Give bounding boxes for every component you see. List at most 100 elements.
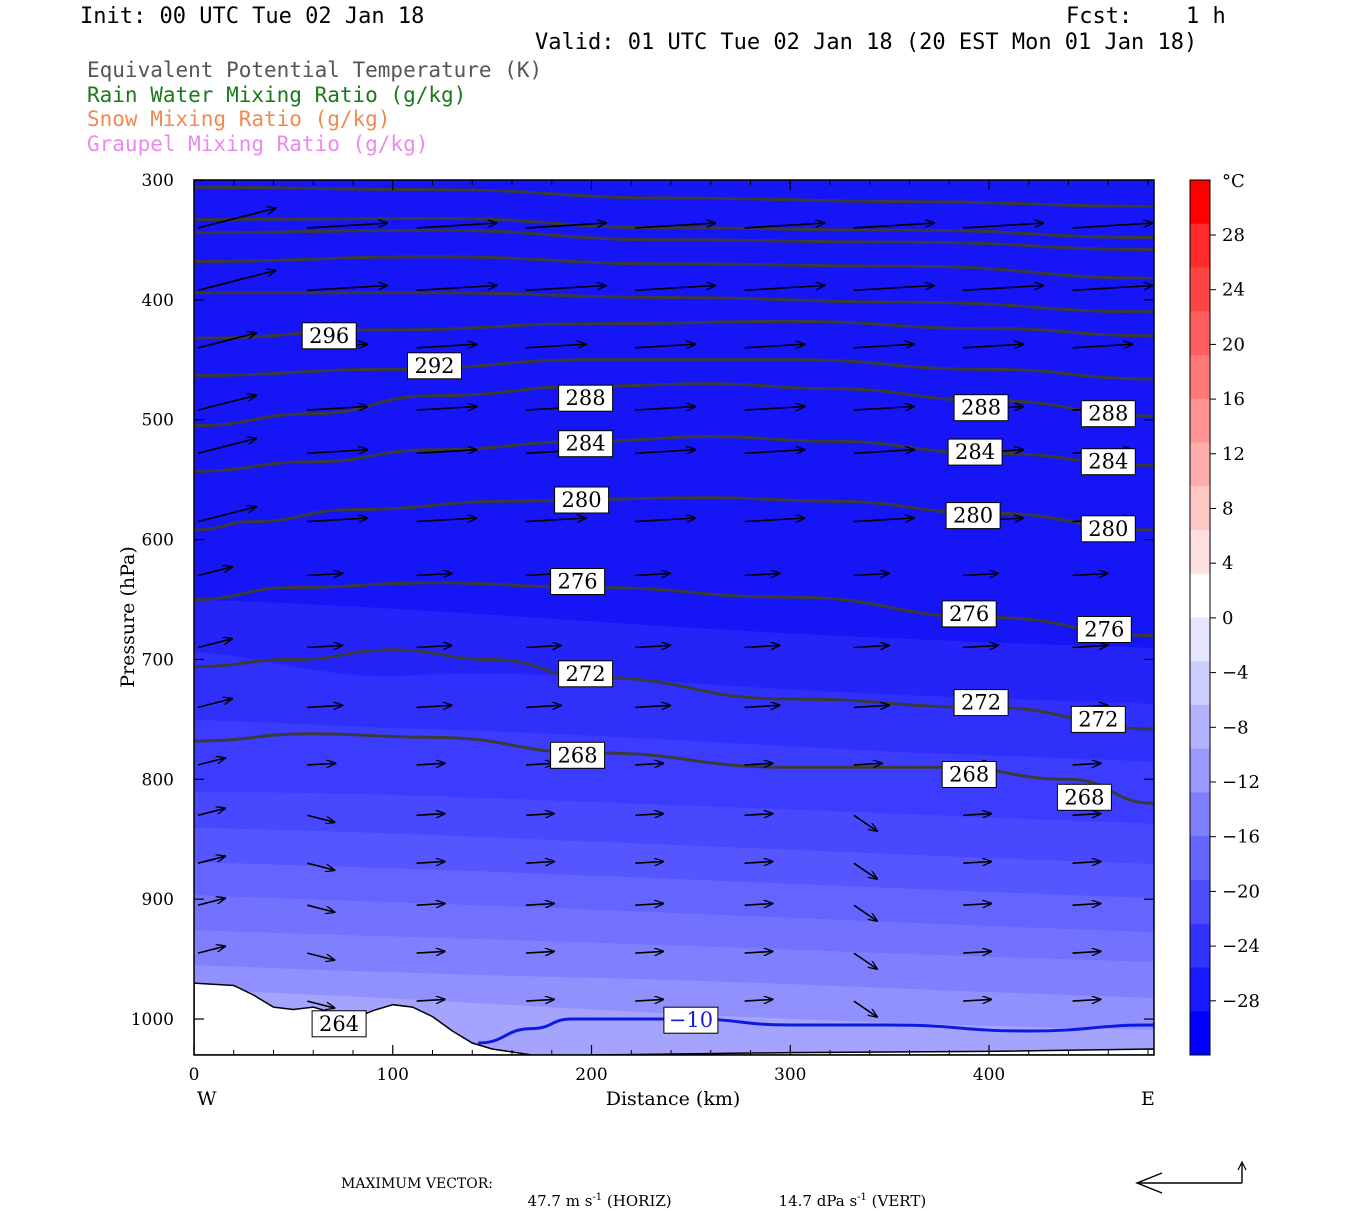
wind-vector: [635, 407, 695, 411]
contour-label: 276: [949, 602, 989, 626]
y-axis-label: Pressure (hPa): [117, 546, 139, 688]
contour-label-box: [1076, 616, 1132, 643]
forecast-hour: 1 h: [1186, 4, 1226, 29]
wind-vector: [307, 814, 334, 822]
wind-vector: [307, 407, 367, 411]
wind-vector: [635, 951, 663, 953]
wind-vector: [635, 450, 695, 454]
colorbar-label: −16: [1222, 827, 1260, 848]
colorbar-label: 8: [1222, 499, 1233, 520]
y-tick-label: 500: [142, 411, 174, 431]
colorbar-swatch: [1190, 836, 1210, 881]
wind-vector: [1072, 344, 1133, 348]
wind-vector: [307, 904, 334, 912]
east-label: E: [1141, 1088, 1155, 1110]
colorbar-label: 0: [1222, 608, 1233, 629]
wind-vector: [525, 904, 554, 906]
theta-e-contour: [194, 291, 1154, 314]
wind-vector: [307, 1000, 334, 1008]
wind-vector: [744, 814, 773, 816]
wind-vector: [744, 450, 805, 454]
wind-vector: [853, 573, 889, 575]
wind-vector: [1072, 999, 1101, 1001]
contour-label: 276: [558, 570, 598, 594]
reference-vector: [1135, 1160, 1247, 1194]
contour-labels: 296 292 288 288 288 284 284 284 280 280 280 276 276 2…: [301, 322, 1136, 1038]
wind-vector: [525, 862, 554, 864]
contour-label-box: [953, 394, 1009, 422]
wind-vector: [197, 507, 256, 523]
colorbar-label: 16: [1222, 389, 1245, 410]
wind-vector: [1072, 862, 1101, 864]
wind-vector: [853, 344, 914, 348]
wind-vector: [416, 763, 445, 765]
x-axis-label: Distance (km): [606, 1088, 741, 1110]
west-label: W: [197, 1088, 217, 1110]
contour-label: 280: [1088, 517, 1128, 541]
wind-vector: [525, 999, 554, 1001]
colorbar-swatch: [1190, 267, 1210, 312]
contour-label: 272: [961, 691, 1001, 715]
contour-label-box: [407, 352, 462, 380]
contour-label-box: [550, 741, 606, 769]
wind-vector: [307, 645, 342, 647]
wind-vector: [635, 645, 670, 647]
wind-vector: [1072, 904, 1101, 906]
contour-label: 276: [1084, 618, 1124, 642]
x-tick-label: 100: [377, 1065, 409, 1085]
wind-vector: [635, 814, 663, 816]
legend-line: Graupel Mixing Ratio (g/kg): [87, 131, 429, 156]
colorbar-swatch: [1190, 530, 1210, 575]
x-tick-label: 300: [774, 1065, 806, 1085]
wind-vector: [525, 645, 561, 647]
contour-label-box: [945, 502, 1001, 530]
y-tick-label: 600: [142, 531, 174, 551]
valid-time: Valid: 01 UTC Tue 02 Jan 18 (20 EST Mon …: [535, 30, 1198, 55]
max-vector-label: MAXIMUM VECTOR:: [341, 1176, 493, 1192]
contour-label-box: [550, 568, 606, 595]
wind-vector: [525, 223, 606, 229]
temperature-colorbar: 28 24 20 16 12 8 4 0 −4 −8 −12 −16 −20 −24 −28: [1189, 179, 1260, 1056]
y-axis: 300 400 500 600 700 800 900 1000: [131, 171, 1154, 1030]
wind-vector: [197, 208, 276, 229]
wind-vector: [525, 814, 554, 816]
wind-vector: [307, 518, 367, 522]
isotherm-label-box: [663, 1006, 719, 1034]
wind-vector: [1072, 814, 1101, 816]
contour-label-box: [558, 384, 614, 412]
wind-vector: [197, 808, 225, 817]
x-tick-label: 0: [189, 1065, 200, 1085]
isotherm-label: −10: [669, 1008, 713, 1032]
wind-vector: [963, 344, 1023, 348]
wind-vector: [525, 286, 606, 292]
x-tick-label: 400: [973, 1065, 1005, 1085]
wind-vector: [963, 951, 991, 953]
legend-line: Equivalent Potential Temperature (K): [87, 58, 543, 82]
contour-label: 268: [558, 743, 598, 767]
wind-vector: [197, 438, 256, 455]
wind-vector: [744, 705, 780, 707]
colorbar-swatch: [1190, 311, 1210, 356]
wind-vector: [744, 223, 825, 229]
wind-vector: [416, 862, 445, 864]
colorbar-swatch: [1190, 573, 1210, 618]
wind-vector: [963, 223, 1043, 229]
wind-vector: [635, 763, 663, 765]
theta-e-contour: [194, 228, 1154, 251]
legend-line: Rain Water Mixing Ratio (g/kg): [87, 82, 467, 107]
contour-label: 272: [1078, 707, 1118, 731]
wind-vector: [525, 518, 586, 522]
y-tick-label: 400: [142, 291, 174, 311]
contour-label-box: [1056, 783, 1112, 811]
plot-frame: [193, 179, 1155, 1056]
colorbar-label: 24: [1222, 280, 1245, 301]
wind-vector: [635, 999, 663, 1001]
wind-vector: [416, 999, 445, 1001]
y-tick-label: 800: [142, 770, 174, 790]
wind-vector: [853, 518, 914, 522]
wind-vector: [744, 573, 780, 575]
wind-vector: [744, 286, 825, 292]
contour-label: 284: [1088, 450, 1128, 474]
wind-vector: [635, 705, 670, 707]
wind-vector: [307, 952, 334, 960]
